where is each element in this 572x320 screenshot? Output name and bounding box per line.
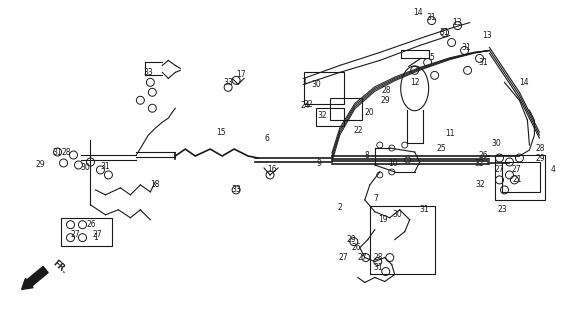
Text: 30: 30	[311, 80, 321, 89]
Text: 31: 31	[440, 28, 450, 37]
Text: 1: 1	[93, 233, 98, 242]
Text: 27: 27	[93, 230, 102, 239]
Text: 32: 32	[317, 111, 327, 120]
Text: 30: 30	[81, 164, 90, 172]
Text: 27: 27	[495, 165, 505, 174]
Text: 29: 29	[36, 160, 45, 170]
Text: 24: 24	[300, 101, 310, 110]
Text: 28: 28	[381, 86, 391, 95]
Text: 26: 26	[351, 243, 360, 252]
Text: FR.: FR.	[50, 259, 68, 276]
FancyArrow shape	[22, 267, 48, 289]
Text: 22: 22	[353, 126, 363, 135]
Text: 23: 23	[498, 205, 507, 214]
Text: 18: 18	[150, 180, 160, 189]
Text: 16: 16	[267, 165, 277, 174]
Text: 26: 26	[479, 150, 488, 160]
Text: 32: 32	[303, 100, 313, 109]
Text: 31: 31	[427, 13, 436, 22]
Text: 32: 32	[475, 159, 484, 169]
Text: 13: 13	[452, 18, 462, 27]
Text: 19: 19	[378, 215, 388, 224]
Text: 17: 17	[236, 70, 246, 79]
Bar	[370, 206, 435, 274]
Text: 27: 27	[71, 230, 80, 239]
Text: 28: 28	[535, 144, 545, 153]
Text: 10: 10	[388, 159, 398, 169]
Bar	[316, 108, 344, 126]
Text: 29: 29	[346, 235, 356, 244]
Text: 13: 13	[483, 31, 492, 40]
Bar	[61, 218, 113, 246]
Text: 27: 27	[357, 253, 367, 262]
Text: 2: 2	[337, 203, 342, 212]
Text: 33: 33	[223, 78, 233, 87]
Text: 27: 27	[511, 165, 521, 174]
Text: 31: 31	[101, 163, 110, 172]
Text: 9: 9	[316, 159, 321, 169]
Bar	[502, 162, 541, 192]
Text: 20: 20	[365, 108, 375, 117]
Text: 15: 15	[216, 128, 226, 137]
Text: 14: 14	[413, 8, 423, 17]
Bar	[304, 72, 344, 104]
Text: 31: 31	[373, 263, 383, 272]
Text: 4: 4	[551, 165, 556, 174]
Text: 31: 31	[53, 148, 62, 156]
Text: 3: 3	[301, 78, 307, 87]
Text: 32: 32	[476, 180, 485, 189]
Text: 29: 29	[381, 96, 391, 105]
Text: 27: 27	[338, 253, 348, 262]
Text: 31: 31	[462, 43, 471, 52]
Text: 12: 12	[410, 78, 419, 87]
Text: 30: 30	[393, 210, 403, 219]
Bar	[330, 98, 362, 120]
Text: 33: 33	[144, 68, 153, 77]
Text: 30: 30	[491, 139, 502, 148]
Text: 31: 31	[479, 58, 488, 67]
Text: 14: 14	[519, 78, 529, 87]
Text: 7: 7	[374, 194, 378, 203]
Text: 28: 28	[373, 253, 383, 262]
Text: 8: 8	[364, 150, 369, 160]
Text: 28: 28	[62, 148, 72, 156]
Bar	[495, 155, 545, 200]
Text: 33: 33	[231, 185, 241, 194]
Text: 5: 5	[429, 53, 434, 62]
Text: 6: 6	[265, 133, 269, 143]
Text: 21: 21	[513, 175, 522, 184]
Text: 26: 26	[87, 220, 96, 229]
Text: 11: 11	[445, 129, 454, 138]
Text: 25: 25	[437, 144, 446, 153]
Text: 29: 29	[535, 154, 545, 163]
Text: 31: 31	[420, 205, 430, 214]
